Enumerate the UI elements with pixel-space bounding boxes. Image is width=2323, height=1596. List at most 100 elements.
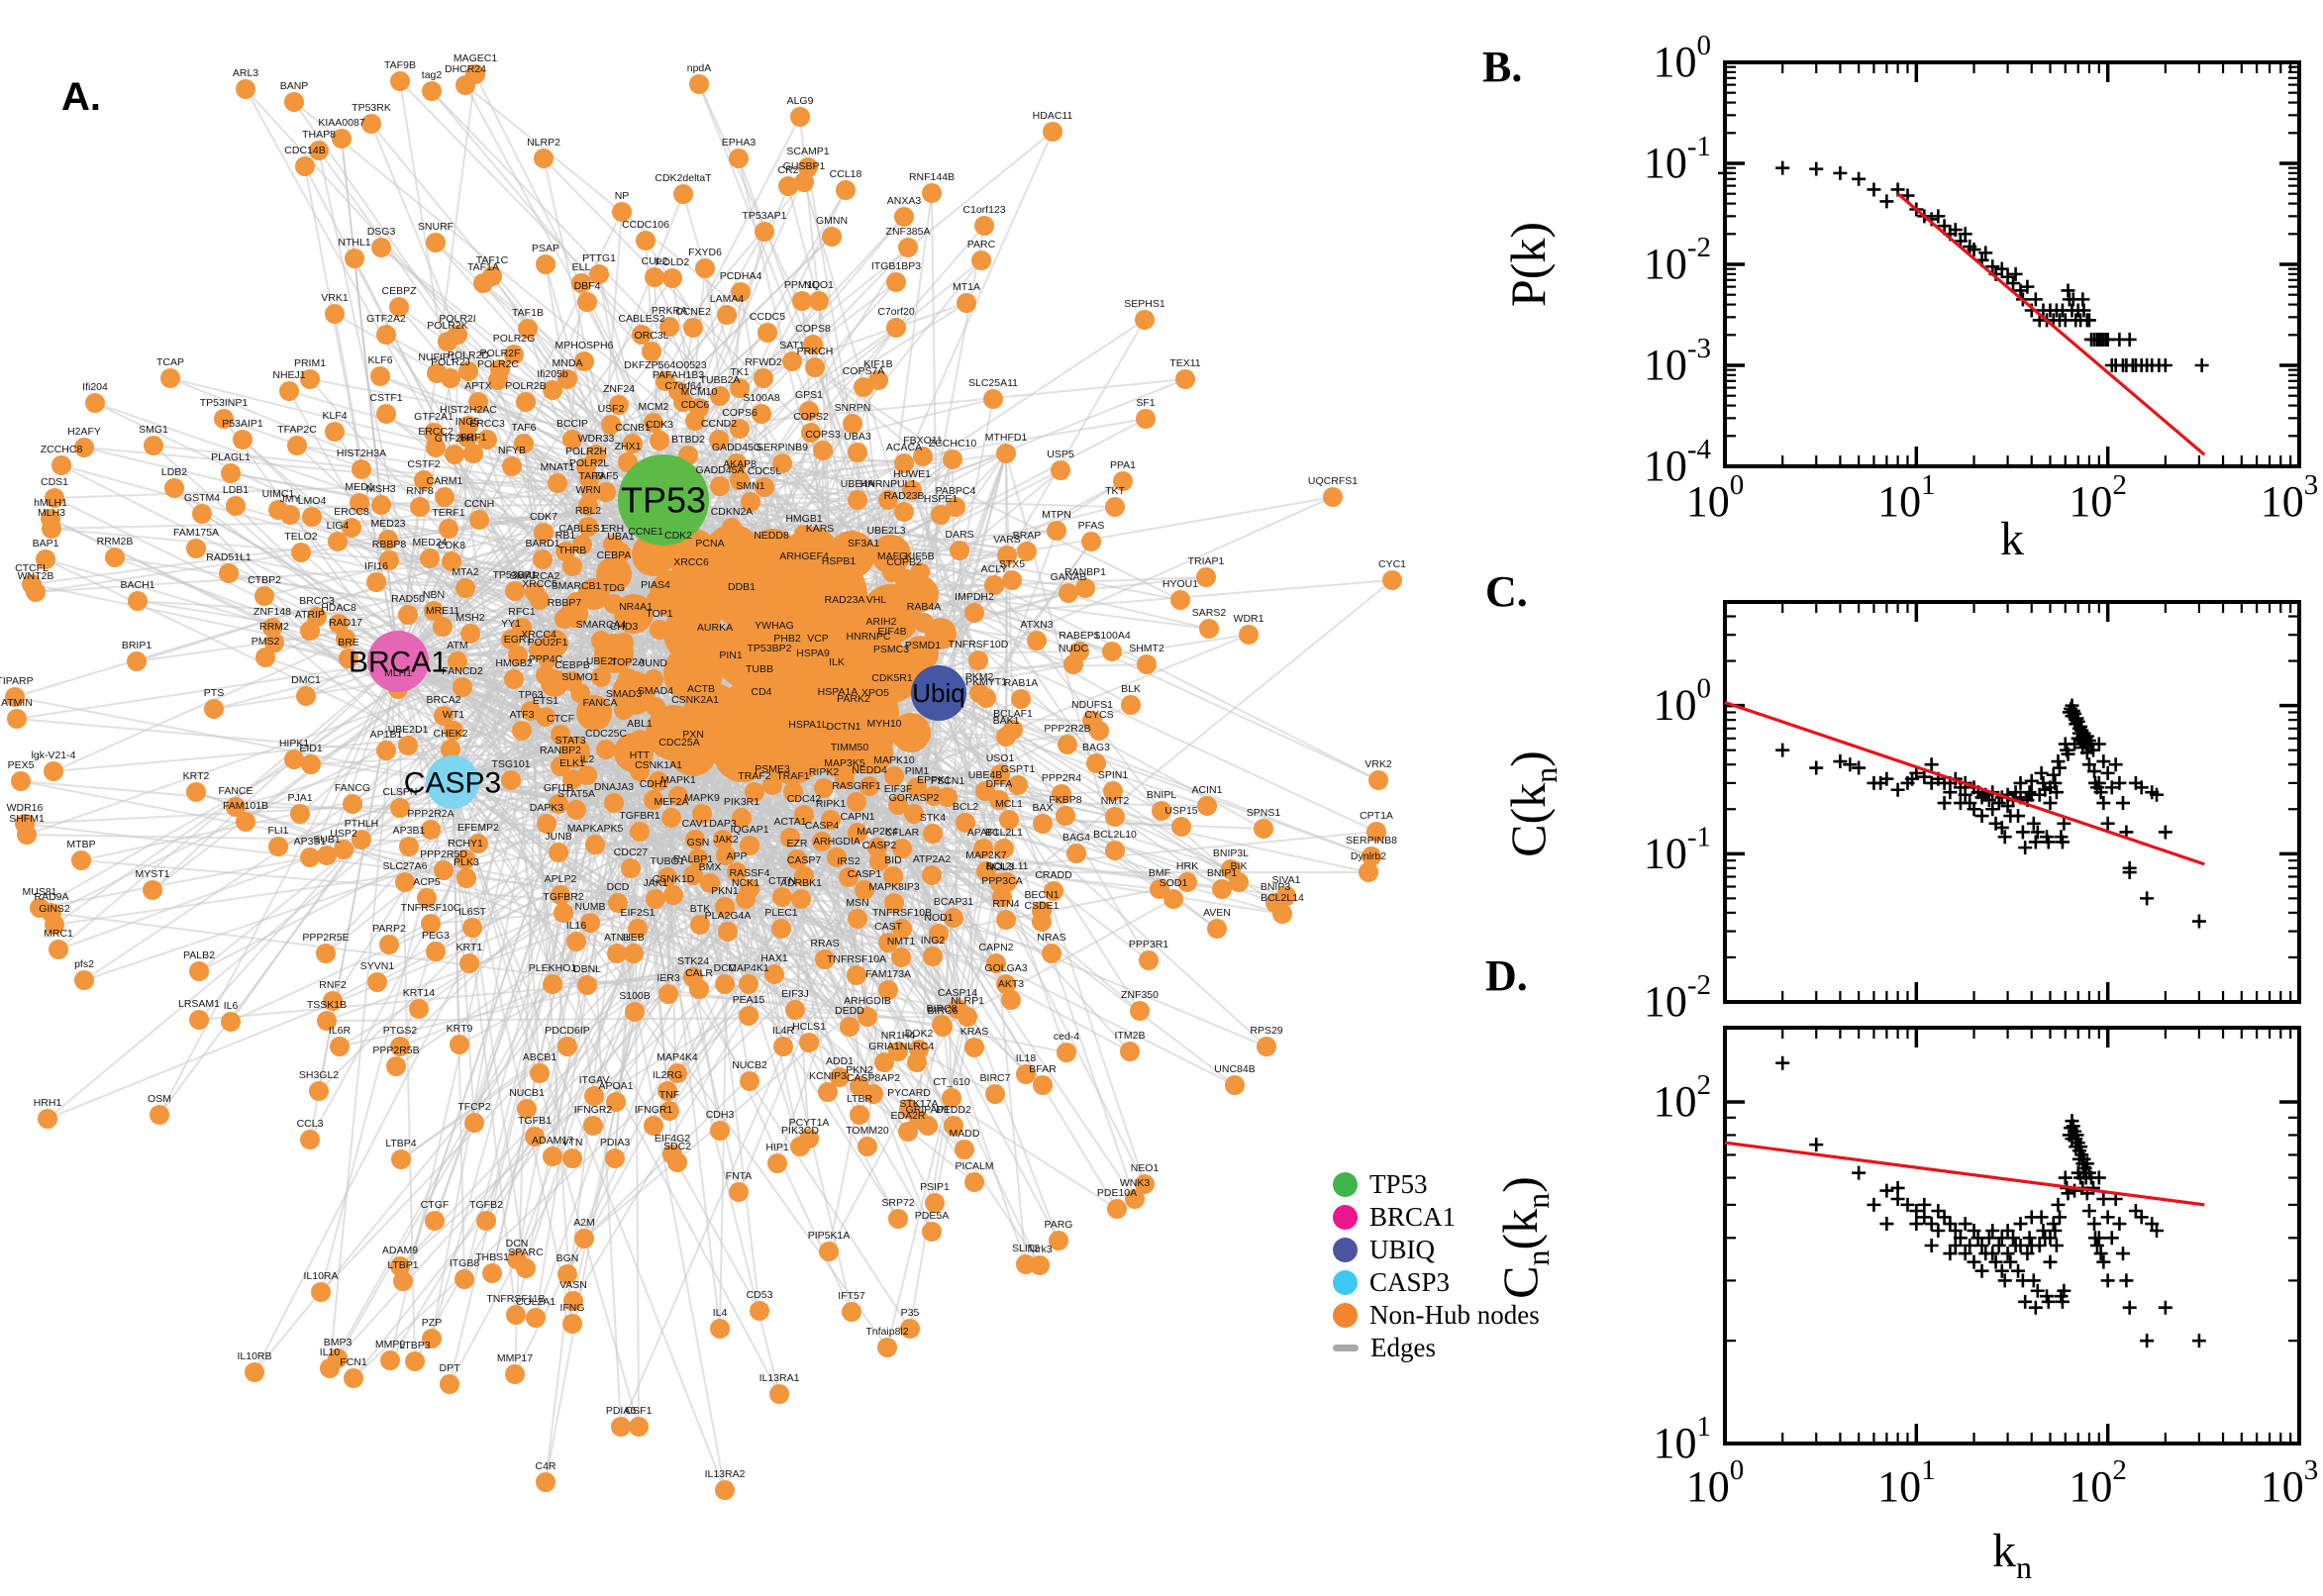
legend-label: Non-Hub nodes <box>1369 1300 1540 1330</box>
data-point <box>1809 161 1824 176</box>
data-point <box>1985 1247 2000 1261</box>
network-edge <box>213 660 399 710</box>
plot-box <box>1723 60 2301 468</box>
node-swatch-icon <box>1333 1303 1358 1328</box>
data-point <box>1974 1263 1989 1278</box>
data-point <box>1917 1210 1932 1225</box>
network-edge <box>31 583 399 662</box>
data-point <box>1974 809 1989 824</box>
data-point <box>1867 1197 1881 1212</box>
tick-label: 10-1 <box>1644 821 1711 877</box>
data-point <box>1931 1224 1946 1238</box>
legend-label: UBIQ <box>1369 1235 1435 1264</box>
network-edge <box>83 447 615 575</box>
data-point <box>1879 1183 1894 1198</box>
data-point <box>1991 1238 2006 1252</box>
tick-label: 102 <box>1654 1069 1712 1126</box>
data-point <box>1890 782 1905 797</box>
network-edge <box>938 692 1223 890</box>
chart-C: 100 10-1 10-2 C(kn) <box>1500 600 2301 1026</box>
data-point <box>2052 1210 2067 1225</box>
data-point <box>2046 767 2061 782</box>
data-point <box>2024 773 2039 788</box>
network-edge <box>668 822 966 1112</box>
data-point <box>2051 1197 2066 1212</box>
network-legend: TP53 BRCA1 UBIQ CASP3 Non-Hub nodes Edges <box>1333 1168 1540 1364</box>
network-edge <box>662 499 1181 601</box>
network-edge <box>745 898 895 904</box>
legend-label: CASP3 <box>1369 1267 1451 1297</box>
network-edge <box>938 692 1240 883</box>
data-point <box>2108 757 2123 772</box>
network-edge <box>942 898 1174 1028</box>
network-edge <box>14 499 664 698</box>
network-edge <box>1005 452 1014 731</box>
network-edge <box>329 660 399 1369</box>
data-point <box>2115 796 2130 811</box>
node-swatch-icon <box>1333 1238 1358 1262</box>
data-point <box>1852 760 1867 775</box>
network-edge <box>464 84 660 442</box>
data-point <box>1924 1217 1939 1232</box>
data-point <box>2191 914 2206 929</box>
network-edge <box>452 781 588 986</box>
data-point <box>1843 757 1858 772</box>
data-point <box>1775 743 1790 757</box>
legend-item-casp3: CASP3 <box>1333 1266 1540 1299</box>
data-point <box>1809 760 1824 775</box>
data-point <box>2046 1217 2061 1232</box>
tick-label: 103 <box>2261 1454 2319 1511</box>
data-point <box>1931 209 1946 224</box>
data-point <box>1985 1224 2000 1238</box>
network-edge <box>993 584 1162 812</box>
network-edge <box>83 600 656 981</box>
network-edge <box>545 757 680 1483</box>
data-point <box>1909 1217 1924 1232</box>
data-point <box>2194 358 2209 372</box>
network-edge <box>1003 848 1150 961</box>
data-point <box>2034 765 2049 780</box>
data-point <box>2043 796 2058 811</box>
node-swatch-icon <box>1333 1205 1358 1230</box>
data-point <box>2096 1192 2111 1206</box>
node-swatch-icon <box>1333 1270 1358 1295</box>
data-point <box>1775 160 1790 175</box>
tick-label: 10-2 <box>1644 969 1711 1026</box>
legend-label: TP53 <box>1369 1169 1428 1199</box>
tick-label: 102 <box>2069 469 2127 526</box>
network-panel: TP53RKKIAA0087THAP8CDC14BMAGEC1DHCR24SNU… <box>0 52 1406 1500</box>
x-axis-title: k <box>2000 513 2024 565</box>
data-point <box>2011 809 2026 824</box>
data-point <box>1833 754 1848 769</box>
data-point <box>2034 1210 2049 1225</box>
data-point <box>2058 1170 2072 1185</box>
data-point <box>1988 1254 2003 1269</box>
data-point <box>2096 796 2111 811</box>
tick-label: 100 <box>1686 1454 1745 1511</box>
data-point <box>2003 1254 2018 1269</box>
data-point <box>2100 1210 2115 1225</box>
network-edge <box>1001 579 1393 898</box>
network-edge <box>452 781 810 1044</box>
data-point <box>2013 1217 2028 1232</box>
legend-item-edges: Edges <box>1333 1332 1540 1364</box>
tick-label: 100 <box>1686 469 1745 526</box>
tick-label: 102 <box>2069 1454 2127 1511</box>
fit-line <box>1896 192 2206 456</box>
data-point <box>1997 830 2012 845</box>
data-point <box>1931 1203 1946 1218</box>
data-point <box>2140 891 2155 906</box>
network-edge <box>911 489 1097 764</box>
data-point <box>1967 1254 1981 1269</box>
scatter-points <box>1718 160 2209 372</box>
data-point <box>1981 1231 1996 1246</box>
data-point <box>1879 194 1894 209</box>
data-point <box>1924 1238 1939 1252</box>
y-axis-title: C(kn) <box>1500 750 1564 857</box>
data-point <box>2043 1254 2058 1269</box>
network-edge <box>814 366 954 460</box>
network-edge <box>913 813 1131 1052</box>
edge-swatch-icon <box>1333 1345 1359 1351</box>
